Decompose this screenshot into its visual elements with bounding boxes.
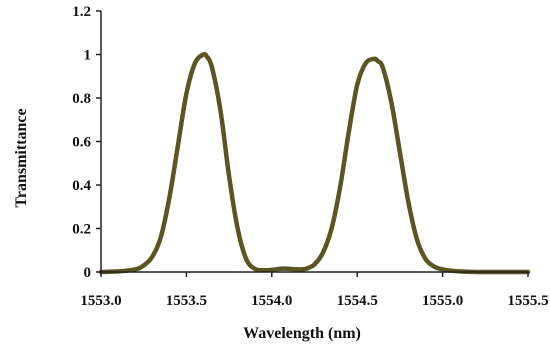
x-tick-label: 1553.0 xyxy=(80,293,121,309)
series-layer xyxy=(98,51,531,275)
y-tick-label: 1.2 xyxy=(72,4,91,20)
tick-labels: 0 0.2 0.4 0.6 0.8 1 1.2 1553.0 1553.5 1554.0 1554.… xyxy=(72,4,548,309)
y-tick-label: 0.8 xyxy=(72,91,91,107)
x-tick-label: 1555.5 xyxy=(507,293,548,309)
y-tick-label: 0.6 xyxy=(72,135,91,151)
x-tick-label: 1555.0 xyxy=(422,293,463,309)
x-tick-label: 1554.0 xyxy=(251,293,292,309)
axes xyxy=(96,10,529,277)
x-tick-label: 1554.5 xyxy=(337,293,378,309)
y-tick-label: 0.2 xyxy=(72,222,91,238)
x-axis-title: Wavelength (nm) xyxy=(243,325,361,342)
x-tick-label: 1553.5 xyxy=(166,293,207,309)
y-tick-label: 0 xyxy=(84,265,92,281)
y-axis-title: Transmittance xyxy=(13,108,30,207)
transmittance-series-line xyxy=(98,51,531,275)
y-tick-label: 0.4 xyxy=(72,178,91,194)
y-tick-label: 1 xyxy=(84,48,92,64)
